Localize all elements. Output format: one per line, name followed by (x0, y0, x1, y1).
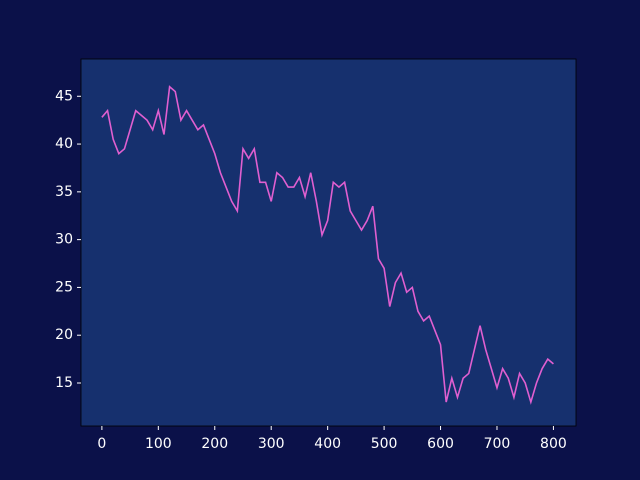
y-tick-label: 15 (55, 375, 73, 391)
y-tick-label: 35 (55, 184, 73, 200)
x-tick-label: 100 (145, 436, 172, 452)
x-tick-label: 300 (258, 436, 285, 452)
x-tick-label: 800 (540, 436, 567, 452)
x-tick-label: 400 (314, 436, 341, 452)
x-tick-label: 700 (484, 436, 511, 452)
y-tick-label: 25 (55, 279, 73, 295)
y-tick-label: 45 (55, 88, 73, 104)
line-series (101, 85, 554, 405)
y-tick-label: 40 (55, 136, 73, 152)
x-tick-label: 0 (97, 436, 106, 452)
plot-area (80, 58, 577, 427)
y-tick-label: 20 (55, 327, 73, 343)
x-tick-label: 200 (201, 436, 228, 452)
x-tick-label: 600 (427, 436, 454, 452)
x-tick-label: 500 (371, 436, 398, 452)
y-tick-label: 30 (55, 232, 73, 248)
